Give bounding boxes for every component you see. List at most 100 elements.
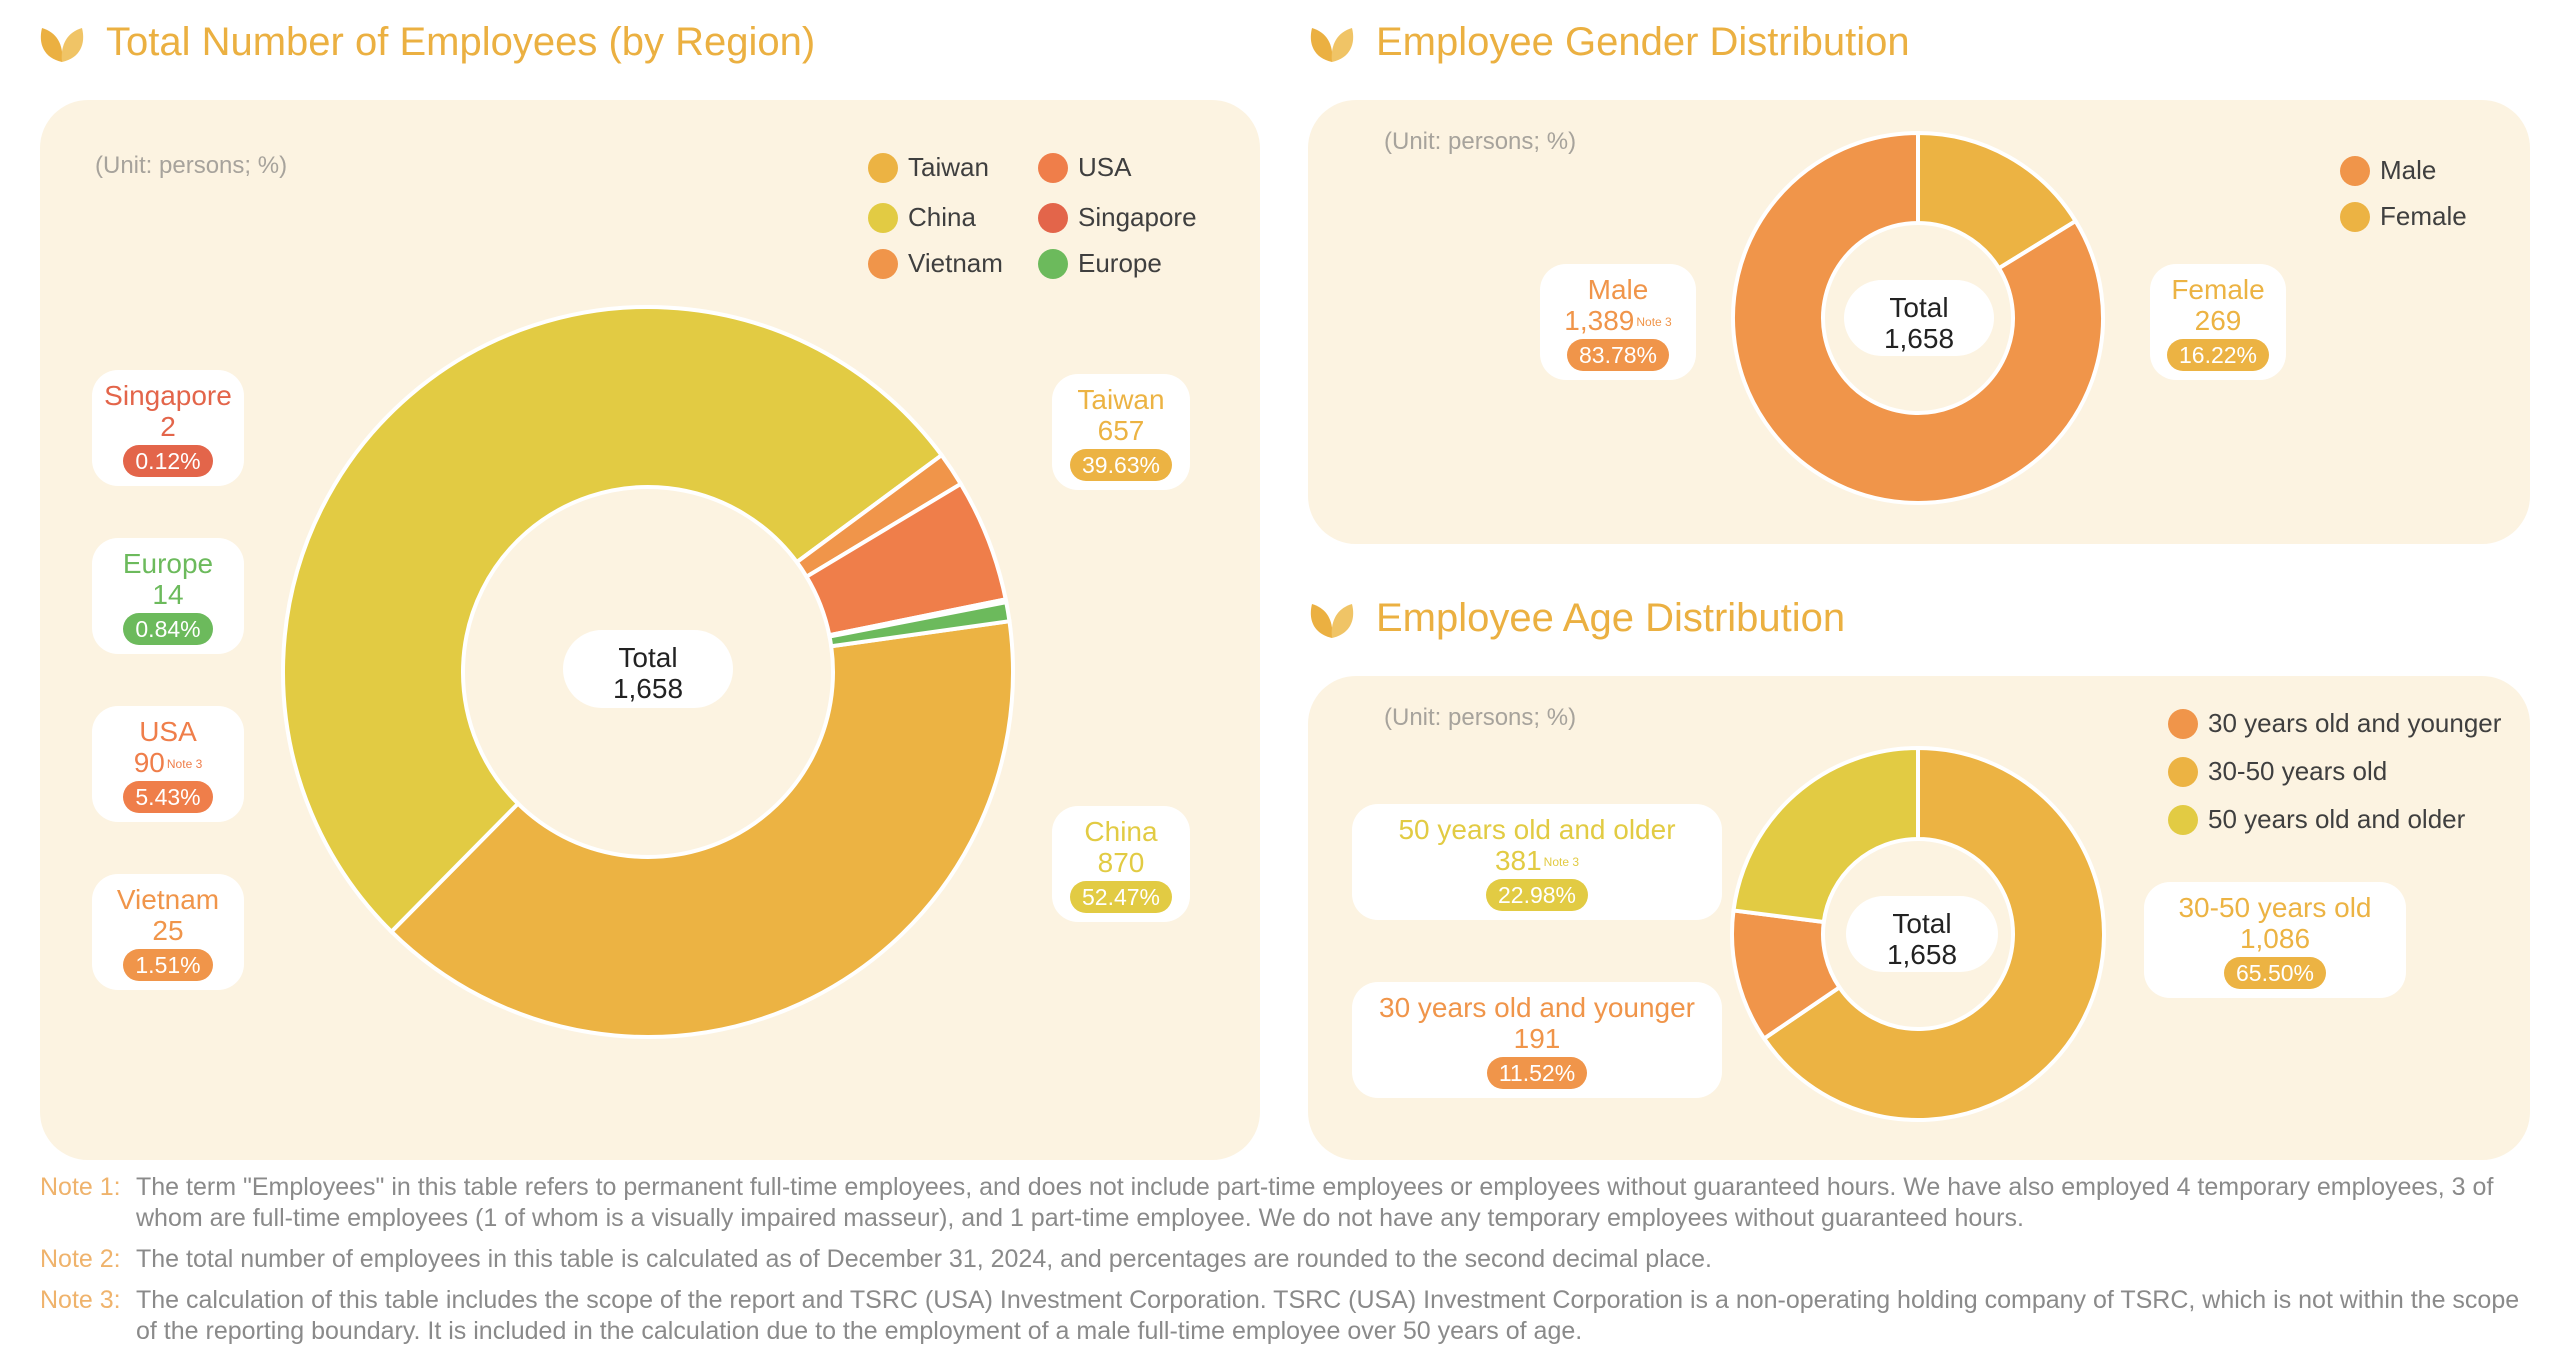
center-total-value: 1,658 bbox=[612, 673, 684, 704]
slice-value: 25 bbox=[152, 915, 184, 946]
slice-value: 2 bbox=[160, 411, 176, 442]
age-unit-label: (Unit: persons; %) bbox=[1384, 704, 1577, 731]
region-center-total: Total 1,658 bbox=[563, 630, 733, 708]
footnote-label: Note 2: bbox=[40, 1245, 121, 1273]
age-legend-label: 30-50 years old bbox=[2208, 756, 2388, 786]
gender-legend-item-male: Male bbox=[2340, 155, 2436, 186]
region-label-singapore: Singapore 2 0.12% bbox=[92, 370, 244, 486]
legend-dot-icon bbox=[2340, 201, 2370, 232]
slice-name: Female bbox=[2171, 274, 2265, 305]
legend-dot-icon bbox=[1038, 202, 1068, 233]
gender-legend-label: Female bbox=[2380, 201, 2467, 231]
slice-percent-badge: 22.98% bbox=[1485, 879, 1588, 911]
age-legend-item-over-50: 50 years old and older bbox=[2168, 804, 2465, 835]
footnote-3: Note 3: The calculation of this table in… bbox=[40, 1285, 2530, 1347]
region-unit-label: (Unit: persons; %) bbox=[95, 152, 288, 179]
slice-percent-badge: 5.43% bbox=[123, 781, 213, 813]
age-center-total: Total 1,658 bbox=[1846, 896, 1998, 972]
region-legend-item-china: China bbox=[868, 202, 976, 233]
age-label-over-50: 50 years old and older 381 Note 3 22.98% bbox=[1352, 804, 1722, 920]
footnote-1: Note 1: The term "Employees" in this tab… bbox=[40, 1172, 2530, 1234]
age-legend-label: 50 years old and older bbox=[2208, 804, 2466, 834]
footnote-label: Note 3: bbox=[40, 1286, 121, 1314]
slice-percent-badge: 83.78% bbox=[1566, 339, 1669, 371]
slice-value: 657 bbox=[1097, 415, 1145, 446]
gender-unit-label: (Unit: persons; %) bbox=[1384, 128, 1577, 155]
note-reference: Note 3 bbox=[1636, 315, 1672, 329]
slice-percent-badge: 11.52% bbox=[1486, 1057, 1588, 1089]
footnote-text: The calculation of this table includes t… bbox=[136, 1286, 2520, 1345]
region-legend-label: Taiwan bbox=[908, 152, 989, 182]
region-legend-item-vietnam: Vietnam bbox=[868, 248, 1003, 279]
age-legend-item-under-30: 30 years old and younger bbox=[2168, 708, 2501, 739]
slice-name: 30 years old and younger bbox=[1379, 992, 1695, 1023]
region-legend-item-taiwan: Taiwan bbox=[868, 152, 989, 183]
legend-dot-icon bbox=[1038, 248, 1068, 279]
region-legend-label: Singapore bbox=[1078, 202, 1197, 232]
slice-percent-badge: 65.50% bbox=[2223, 957, 2326, 989]
footnote-2: Note 2: The total number of employees in… bbox=[40, 1244, 2530, 1275]
region-legend-label: Vietnam bbox=[908, 248, 1003, 278]
legend-dot-icon bbox=[2168, 708, 2198, 739]
region-label-usa: USA 90 Note 3 5.43% bbox=[92, 706, 244, 822]
leaf-icon bbox=[1310, 604, 1354, 638]
region-legend-label: Europe bbox=[1078, 248, 1162, 278]
slice-percent-badge: 0.12% bbox=[123, 445, 213, 477]
slice-name: Taiwan bbox=[1077, 384, 1165, 415]
age-label-30-50: 30-50 years old 1,086 65.50% bbox=[2144, 882, 2406, 998]
age-label-under-30: 30 years old and younger 191 11.52% bbox=[1352, 982, 1722, 1098]
region-legend-item-singapore: Singapore bbox=[1038, 202, 1197, 233]
footnote-text: The term "Employees" in this table refer… bbox=[136, 1173, 2494, 1232]
slice-percent-badge: 1.51% bbox=[123, 949, 213, 981]
slice-percent-badge: 39.63% bbox=[1069, 449, 1172, 481]
slice-name: 30-50 years old bbox=[2178, 892, 2372, 923]
legend-dot-icon bbox=[2168, 756, 2198, 787]
region-label-taiwan: Taiwan 657 39.63% bbox=[1052, 374, 1190, 490]
slice-percent-badge: 16.22% bbox=[2166, 339, 2269, 371]
center-total-label: Total bbox=[1892, 908, 1952, 939]
footnotes: Note 1: The term "Employees" in this tab… bbox=[40, 1172, 2530, 1357]
slice-value: 90 bbox=[133, 747, 165, 778]
age-legend-label: 30 years old and younger bbox=[2208, 708, 2502, 738]
gender-label-male: Male 1,389 Note 3 83.78% bbox=[1540, 264, 1696, 380]
note-reference: Note 3 bbox=[166, 757, 203, 771]
center-total-value: 1,658 bbox=[1886, 939, 1958, 970]
age-title-text: Employee Age Distribution bbox=[1376, 595, 1846, 640]
gender-title-text: Employee Gender Distribution bbox=[1376, 19, 1910, 64]
slice-name: Vietnam bbox=[116, 884, 220, 915]
region-section-title: Total Number of Employees (by Region) bbox=[36, 12, 815, 72]
region-label-europe: Europe 14 0.84% bbox=[92, 538, 244, 654]
gender-legend-label: Male bbox=[2380, 155, 2437, 185]
slice-value: 14 bbox=[152, 579, 184, 610]
slice-name: China bbox=[1084, 816, 1158, 847]
region-legend-label: USA bbox=[1078, 152, 1132, 182]
slice-percent-badge: 0.84% bbox=[123, 613, 213, 645]
region-legend-item-europe: Europe bbox=[1038, 248, 1162, 279]
slice-value: 870 bbox=[1097, 847, 1145, 878]
age-legend-item-30-50: 30-50 years old bbox=[2168, 756, 2387, 787]
slice-percent-badge: 52.47% bbox=[1069, 881, 1172, 913]
legend-dot-icon bbox=[2340, 155, 2370, 186]
region-title-text: Total Number of Employees (by Region) bbox=[106, 19, 816, 64]
slice-name: 50 years old and older bbox=[1398, 814, 1676, 845]
legend-dot-icon bbox=[2168, 804, 2198, 835]
center-total-value: 1,658 bbox=[1883, 323, 1955, 354]
gender-center-total: Total 1,658 bbox=[1844, 280, 1994, 356]
footnote-label: Note 1: bbox=[40, 1173, 121, 1201]
note-reference: Note 3 bbox=[1543, 855, 1580, 869]
footnote-text: The total number of employees in this ta… bbox=[136, 1245, 1712, 1273]
slice-name: Europe bbox=[122, 548, 214, 579]
region-legend-label: China bbox=[908, 202, 976, 232]
region-legend-item-usa: USA bbox=[1038, 152, 1131, 183]
slice-value: 269 bbox=[2194, 305, 2242, 336]
legend-dot-icon bbox=[868, 248, 898, 279]
legend-dot-icon bbox=[868, 152, 898, 183]
region-label-china: China 870 52.47% bbox=[1052, 806, 1190, 922]
gender-legend-item-female: Female bbox=[2340, 201, 2467, 232]
slice-name: Male bbox=[1587, 274, 1649, 305]
center-total-label: Total bbox=[1889, 292, 1949, 323]
legend-dot-icon bbox=[868, 202, 898, 233]
center-total-label: Total bbox=[618, 642, 678, 673]
legend-dot-icon bbox=[1038, 152, 1068, 183]
slice-value: 191 bbox=[1513, 1023, 1561, 1054]
